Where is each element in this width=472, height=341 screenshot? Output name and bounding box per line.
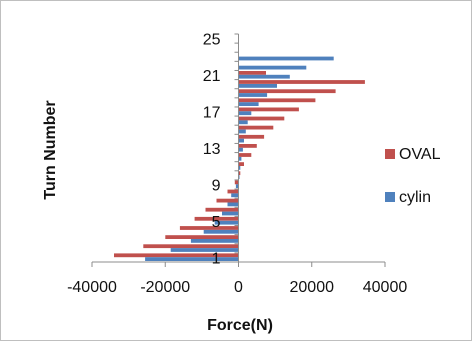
bar-cylin-turn-18: [238, 102, 259, 106]
bar-cylin-turn-11: [238, 166, 241, 170]
bar-cylin-turn-13: [238, 147, 243, 152]
x-tick-label: -20000: [140, 279, 190, 296]
bar-oval-turn-6: [205, 207, 239, 212]
bar-oval-turn-9: [234, 180, 239, 185]
bar-oval-turn-2: [143, 244, 239, 249]
bar-oval-turn-20: [238, 80, 365, 84]
x-tick-label: 20000: [290, 279, 335, 296]
bar-oval-turn-5: [194, 216, 239, 221]
bar-cylin-turn-1: [145, 257, 239, 261]
bar-oval-turn-21: [238, 71, 266, 75]
legend-swatch-oval: [385, 149, 395, 159]
bars-layer: [114, 56, 365, 261]
bar-oval-turn-7: [216, 198, 239, 203]
x-tick-label: 0: [234, 279, 243, 296]
bar-oval-turn-11: [238, 162, 244, 166]
bar-oval-turn-18: [238, 98, 316, 103]
bar-cylin-turn-15: [238, 129, 246, 134]
y-tick-label: 21: [203, 68, 221, 85]
bar-cylin-turn-14: [238, 138, 244, 143]
bar-cylin-turn-17: [238, 111, 252, 116]
bar-cylin-turn-16: [238, 120, 248, 125]
bar-cylin-turn-2: [170, 248, 239, 252]
bar-cylin-turn-9: [235, 184, 239, 189]
y-tick-label: 17: [203, 105, 221, 122]
bar-cylin-turn-4: [203, 229, 239, 234]
bar-cylin-turn-23: [238, 56, 334, 61]
x-axis-title: Force(N): [207, 317, 273, 334]
legend-label-oval: OVAL: [399, 146, 441, 163]
x-ticks-layer: -40000 -20000 0 20000 40000: [67, 262, 407, 296]
y-tick-label: 9: [212, 178, 221, 195]
bar-oval-turn-8: [227, 189, 239, 194]
x-tick-label: -40000: [67, 279, 117, 296]
bar-oval-turn-16: [238, 116, 285, 121]
bar-oval-turn-3: [165, 235, 239, 239]
y-axis-title: Turn Number: [42, 100, 59, 199]
y-tick-label: 13: [203, 141, 221, 158]
y-ticks-layer: 1 5 9 13 17 21 25: [203, 32, 239, 267]
bar-cylin-turn-12: [238, 156, 242, 161]
bar-oval-turn-17: [238, 107, 299, 112]
legend: OVAL cylin: [385, 146, 441, 206]
bar-oval-turn-12: [238, 153, 252, 157]
bar-cylin-turn-8: [231, 193, 239, 198]
bar-cylin-turn-7: [227, 202, 239, 207]
bar-oval-turn-1: [114, 253, 239, 258]
bar-cylin-turn-20: [238, 84, 277, 88]
y-tick-label: 5: [212, 214, 221, 231]
bar-oval-turn-14: [238, 134, 265, 139]
bar-oval-turn-13: [238, 144, 257, 148]
bar-oval-turn-15: [238, 125, 274, 130]
bar-oval-turn-19: [238, 89, 336, 94]
bar-cylin-turn-21: [238, 74, 290, 79]
y-tick-label: 25: [203, 32, 221, 49]
bar-oval-turn-10: [238, 171, 241, 176]
bar-cylin-turn-5: [214, 220, 239, 225]
legend-label-cylin: cylin: [399, 189, 431, 206]
bar-cylin-turn-3: [190, 239, 239, 243]
x-tick-label: 40000: [363, 279, 408, 296]
bar-cylin-turn-6: [222, 211, 239, 216]
bar-oval-turn-4: [179, 226, 239, 230]
y-tick-label: 1: [212, 250, 221, 267]
bar-cylin-turn-22: [238, 65, 307, 70]
legend-swatch-cylin: [385, 192, 395, 202]
bar-cylin-turn-19: [238, 93, 268, 97]
